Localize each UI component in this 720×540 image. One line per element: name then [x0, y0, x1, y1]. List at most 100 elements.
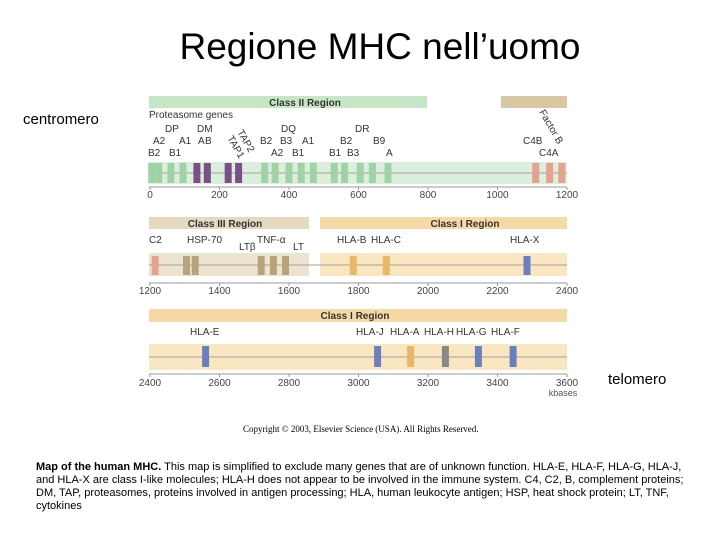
gene-marker — [546, 163, 554, 183]
gene-label: B2 — [260, 136, 273, 147]
gene-marker — [532, 163, 540, 183]
gene-label: A — [198, 136, 205, 147]
gene-label: A2 — [153, 136, 166, 147]
gene-marker — [509, 346, 517, 367]
tick-label: 3200 — [417, 378, 440, 389]
gene-marker — [179, 163, 187, 183]
gene-label: C2 — [149, 235, 162, 246]
caption-title: Map of the human MHC. — [36, 461, 162, 473]
mhc-gene-map: Class II Region Proteasome genes DP DM A… — [135, 90, 585, 402]
gene-marker — [203, 163, 211, 183]
tick-label: 800 — [420, 190, 437, 201]
region-label: Class I Region — [431, 219, 500, 230]
gene-label: HLA-B — [337, 235, 367, 246]
gene-marker — [257, 256, 265, 275]
gene-marker — [282, 256, 289, 275]
gene-marker — [191, 256, 199, 275]
tick-label: 3400 — [486, 378, 509, 389]
gene-label: B3 — [347, 148, 360, 159]
gene-label: HLA-A — [390, 327, 420, 338]
gene-label: B9 — [373, 136, 386, 147]
gene-label: HLA-X — [510, 235, 540, 246]
gene-marker — [441, 346, 449, 367]
gene-marker — [384, 163, 392, 183]
gene-label: HLA-F — [491, 327, 520, 338]
gene-marker — [261, 163, 269, 183]
tick-label: 2400 — [139, 378, 162, 389]
gene-label: B3 — [280, 136, 293, 147]
class-iii-region-bar — [149, 217, 309, 229]
gene-marker — [151, 256, 159, 275]
class-ii-region-bar — [149, 96, 427, 108]
gene-marker — [271, 163, 279, 183]
tick-label: 2400 — [556, 286, 579, 297]
gene-label: B1 — [329, 148, 342, 159]
gene-marker — [368, 163, 376, 183]
gene-marker — [148, 163, 156, 183]
class-i-region-bar-2 — [320, 217, 567, 229]
gene-label: B1 — [292, 148, 305, 159]
centromere-label: centromero — [23, 111, 99, 128]
gene-label: HLA-C — [371, 235, 401, 246]
class-i-region-bar-3 — [149, 309, 567, 322]
gene-marker — [407, 346, 415, 367]
gene-marker — [155, 163, 163, 183]
gene-label: DP — [165, 124, 179, 135]
gene-label: A1 — [302, 136, 315, 147]
gene-marker — [183, 256, 190, 275]
telomere-label: telomero — [608, 371, 667, 388]
gene-label: HLA-H — [424, 327, 454, 338]
gene-marker — [285, 163, 293, 183]
gene-label: HLA-J — [356, 327, 384, 338]
gene-label: A2 — [271, 148, 284, 159]
gene-marker — [349, 256, 357, 275]
gene-marker — [235, 163, 243, 183]
copyright-notice: Copyright © 2003, Elsevier Science (USA)… — [243, 424, 479, 434]
gene-label: Proteasome genes — [149, 110, 233, 121]
gene-label: A1 — [179, 136, 192, 147]
gene-marker — [167, 163, 175, 183]
gene-marker — [558, 163, 566, 183]
gene-label: B2 — [340, 136, 353, 147]
caption-text: This map is simplified to exclude many g… — [36, 461, 684, 512]
tick-label: 2600 — [208, 378, 231, 389]
gene-marker — [269, 256, 277, 275]
gene-label: DM — [197, 124, 213, 135]
tick-label: 1200 — [556, 190, 579, 201]
region-label: Class III Region — [188, 219, 262, 230]
tick-label: 1800 — [347, 286, 370, 297]
tick-label: 400 — [281, 190, 298, 201]
gene-marker — [341, 163, 349, 183]
tick-label: 3000 — [347, 378, 370, 389]
gene-marker — [309, 163, 317, 183]
gene-label: B — [205, 136, 212, 147]
gene-marker — [474, 346, 482, 367]
tick-label: 0 — [147, 190, 153, 201]
gene-marker — [382, 256, 390, 275]
gene-label: LT — [293, 242, 304, 253]
region-label: Class I Region — [321, 311, 390, 322]
class-iii-region-bar-top — [501, 96, 567, 108]
gene-marker — [202, 346, 210, 367]
gene-marker — [330, 163, 338, 183]
gene-marker — [193, 163, 201, 183]
gene-label: DQ — [281, 124, 296, 135]
tick-label: 2200 — [486, 286, 509, 297]
gene-marker — [523, 256, 531, 275]
tick-label: 600 — [350, 190, 367, 201]
gene-label: TNF-α — [257, 235, 286, 246]
gene-label: DR — [355, 124, 369, 135]
tick-label: 1000 — [486, 190, 509, 201]
tick-label: 1200 — [139, 286, 162, 297]
figure-caption: Map of the human MHC. This map is simpli… — [36, 461, 696, 513]
tick-label: 2000 — [417, 286, 440, 297]
slide-title: Regione MHC nell’uomo — [179, 26, 581, 67]
gene-marker — [374, 346, 382, 367]
band-2: Class III Region Class I Region C2 HSP-7… — [139, 217, 579, 297]
gene-label: B2 — [148, 148, 161, 159]
gene-label: HSP-70 — [187, 235, 222, 246]
tick-label: 2800 — [278, 378, 301, 389]
gene-label: C4B — [523, 136, 543, 147]
gene-marker — [356, 163, 364, 183]
gene-marker — [297, 163, 305, 183]
